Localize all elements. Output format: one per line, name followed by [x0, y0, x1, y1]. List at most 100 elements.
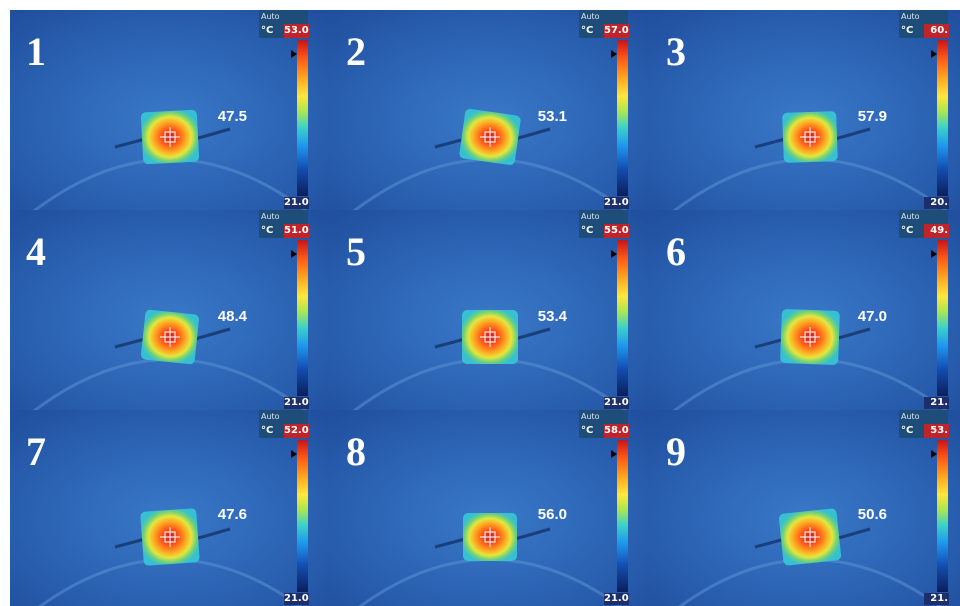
spot-temperature: 47.5: [217, 108, 247, 125]
panel-number: 4: [26, 229, 46, 274]
unit-label: °C: [259, 224, 284, 238]
panel-number: 5: [346, 229, 366, 274]
spot-temperature: 57.9: [857, 108, 887, 125]
color-scale-bar: [297, 440, 308, 592]
thermal-panel-6: 6 Auto °C 49. 21. 47.0: [650, 210, 960, 410]
scene-background: [330, 10, 650, 210]
thermal-panel-9: 9 Auto °C 53. 21. 50.6: [650, 410, 960, 606]
scale-max-value: 60.: [924, 24, 949, 38]
scene-background: [10, 410, 330, 606]
thermal-panel-5: 5 Auto °C 55.0 21.0 53.4: [330, 210, 650, 410]
crosshair-icon: [480, 327, 500, 347]
scale-min-value: 21.0: [604, 397, 629, 409]
thermal-scene: [330, 210, 650, 410]
spot-temperature: 53.4: [537, 308, 567, 325]
unit-label: °C: [899, 424, 924, 438]
thermal-scene: [10, 410, 330, 606]
crosshair-icon: [800, 327, 820, 347]
thermal-panel-8: 8 Auto °C 58.0 21.0 56.0: [330, 410, 650, 606]
color-scale-bar: [937, 240, 948, 396]
crosshair-icon: [800, 127, 820, 147]
color-scale-bar: [617, 40, 628, 196]
panel-number: 2: [346, 29, 366, 74]
thermal-panel-4: 4 Auto °C 51.0 21.0 48.4: [10, 210, 330, 410]
spot-temperature: 56.0: [537, 505, 567, 523]
auto-label: Auto: [899, 410, 948, 424]
scale-max-value: 55.0: [604, 224, 629, 238]
scale-marker-icon: [291, 50, 297, 58]
scale-max-value: 49.: [924, 224, 949, 238]
auto-label: Auto: [259, 410, 308, 424]
thermal-scene: [10, 10, 330, 210]
crosshair-icon: [480, 127, 500, 147]
wire-traces: [114, 527, 231, 549]
spot-temperature: 48.4: [217, 308, 247, 325]
auto-label: Auto: [579, 410, 628, 424]
unit-label: °C: [899, 24, 924, 38]
crosshair-icon: [160, 127, 180, 147]
panel-number: 9: [666, 429, 686, 474]
scale-marker-icon: [611, 50, 617, 58]
wire-traces: [434, 327, 551, 349]
panel-number: 8: [346, 429, 366, 474]
thermal-image-grid: 1 Auto °C 53.0 21.0 47.5 2 Auto °C 57.0 21.0 53.1 3 A…: [10, 10, 960, 606]
scene-background: [650, 410, 960, 606]
unit-label: °C: [899, 224, 924, 238]
thermal-panel-2: 2 Auto °C 57.0 21.0 53.1: [330, 10, 650, 210]
scale-marker-icon: [611, 250, 617, 258]
color-scale-bar: [297, 40, 308, 196]
unit-label: °C: [579, 24, 604, 38]
scale-marker-icon: [931, 50, 937, 58]
wire-traces: [754, 327, 871, 349]
thermal-scene: [650, 410, 960, 606]
crosshair-icon: [480, 527, 500, 547]
thermal-scene: [650, 210, 960, 410]
color-scale-bar: [937, 440, 948, 592]
scene-background: [10, 10, 330, 210]
scale-min-value: 21.0: [284, 593, 309, 605]
spot-temperature: 53.1: [537, 108, 567, 125]
scale-min-value: 20.: [924, 197, 949, 209]
scale-max-value: 53.0: [284, 24, 309, 38]
crosshair-icon: [800, 527, 820, 547]
scale-marker-icon: [931, 450, 937, 458]
thermal-scene: [330, 410, 650, 606]
crosshair-icon: [160, 327, 180, 347]
scale-max-value: 57.0: [604, 24, 629, 38]
scale-min-value: 21.: [924, 397, 949, 409]
wire-traces: [114, 327, 231, 349]
scale-min-value: 21.0: [604, 593, 629, 605]
auto-label: Auto: [579, 210, 628, 224]
auto-label: Auto: [899, 10, 948, 24]
scale-marker-icon: [291, 250, 297, 258]
scale-min-value: 21.0: [284, 197, 309, 209]
panel-number: 1: [26, 29, 46, 74]
wire-traces: [434, 127, 551, 149]
spot-temperature: 47.0: [857, 308, 887, 325]
scene-background: [650, 10, 960, 210]
wire-traces: [754, 527, 871, 549]
auto-label: Auto: [579, 10, 628, 24]
thermal-panel-3: 3 Auto °C 60. 20. 57.9: [650, 10, 960, 210]
scale-min-value: 21.: [924, 593, 949, 605]
scale-max-value: 58.0: [604, 424, 629, 438]
color-scale-bar: [297, 240, 308, 396]
auto-label: Auto: [899, 210, 948, 224]
wire-traces: [434, 527, 551, 549]
scene-background: [10, 210, 330, 410]
panel-number: 6: [666, 229, 686, 274]
crosshair-icon: [160, 527, 180, 547]
scale-marker-icon: [611, 450, 617, 458]
panel-number: 7: [26, 429, 46, 474]
color-scale-bar: [617, 440, 628, 592]
wire-traces: [754, 127, 871, 149]
scale-max-value: 52.0: [284, 424, 309, 438]
spot-temperature: 50.6: [857, 505, 887, 523]
thermal-scene: [330, 10, 650, 210]
wire-traces: [114, 127, 231, 149]
unit-label: °C: [259, 24, 284, 38]
auto-label: Auto: [259, 10, 308, 24]
scale-marker-icon: [931, 250, 937, 258]
scale-marker-icon: [291, 450, 297, 458]
scene-background: [330, 410, 650, 606]
